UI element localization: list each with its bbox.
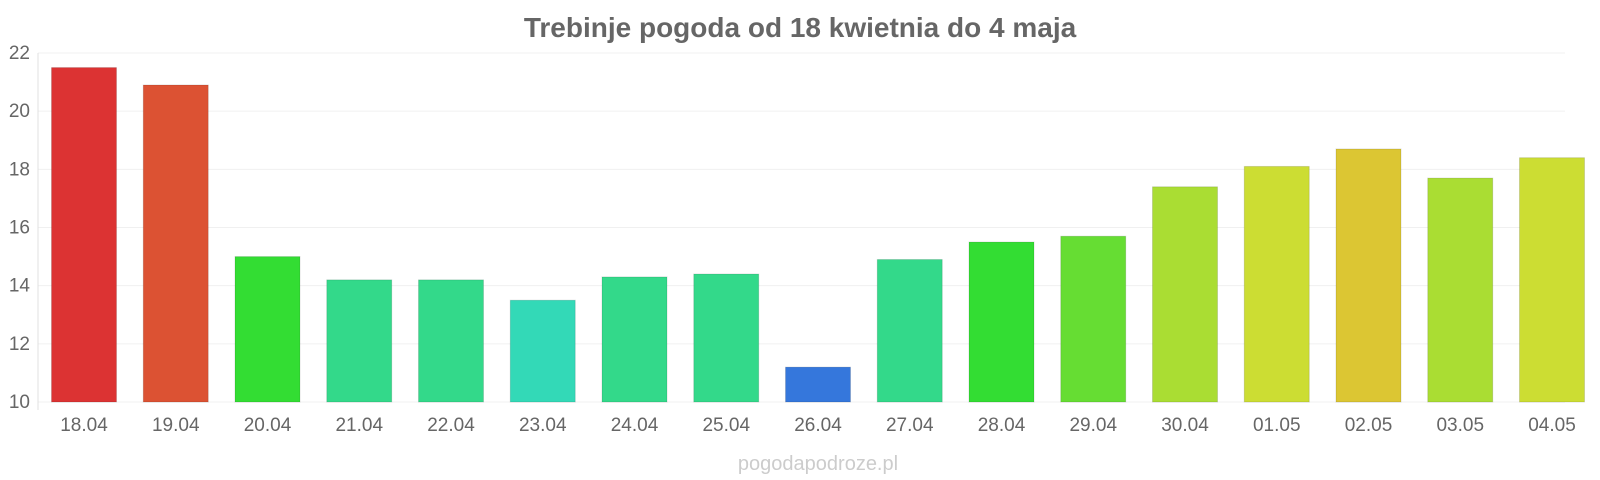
x-tick-label: 25.04 [702, 415, 750, 436]
x-tick-label: 01.05 [1253, 415, 1301, 436]
y-tick-label: 16 [9, 218, 30, 239]
x-tick-label: 27.04 [886, 415, 934, 436]
bar-23.04 [509, 299, 576, 403]
bar-26.04 [785, 366, 851, 403]
bar-19.04 [142, 84, 209, 403]
bar-22.04 [418, 279, 484, 403]
x-tick-label: 23.04 [519, 415, 567, 436]
bar-25.04 [693, 273, 760, 403]
x-tick-label: 22.04 [427, 415, 475, 436]
x-tick-label: 04.05 [1528, 415, 1576, 436]
bar-18.04 [51, 67, 117, 403]
x-tick-label: 21.04 [335, 415, 383, 436]
y-tick-label: 14 [9, 276, 31, 297]
x-tick-label: 26.04 [794, 415, 842, 436]
bar-24.04 [601, 276, 668, 403]
bar-20.04 [234, 256, 301, 403]
y-tick-labels: 10 12 14 16 18 20 22 [9, 43, 31, 413]
x-tick-label: 29.04 [1069, 415, 1117, 436]
x-tick-label: 28.04 [978, 415, 1026, 436]
y-tick-label: 10 [9, 392, 30, 413]
bar-30.04 [1152, 186, 1218, 403]
x-tick-label: 20.04 [244, 415, 292, 436]
bar-27.04 [876, 258, 943, 403]
y-tick-label: 18 [9, 159, 30, 180]
bars [51, 67, 1585, 403]
chart-title: Trebinje pogoda od 18 kwietnia do 4 maja [524, 12, 1077, 43]
bar-29.04 [1060, 235, 1127, 403]
x-tick-label: 03.05 [1436, 415, 1484, 436]
x-tick-label: 24.04 [611, 415, 659, 436]
bar-02.05 [1335, 148, 1402, 403]
y-tick-label: 12 [9, 334, 30, 355]
watermark: pogodapodroze.pl [738, 453, 898, 475]
y-tick-label: 22 [9, 43, 30, 64]
x-tick-label: 19.04 [152, 415, 200, 436]
bar-04.05 [1519, 157, 1585, 403]
bar-03.05 [1427, 177, 1494, 403]
x-tick-labels: 18.04 19.04 20.04 21.04 22.04 23.04 24.04 25.04… [60, 415, 1576, 436]
x-tick-label: 02.05 [1345, 415, 1393, 436]
x-tick-label: 30.04 [1161, 415, 1209, 436]
bar-21.04 [326, 279, 393, 403]
y-tick-label: 20 [9, 101, 30, 122]
bar-01.05 [1243, 165, 1310, 403]
x-tick-label: 18.04 [60, 415, 108, 436]
bar-28.04 [968, 241, 1035, 403]
